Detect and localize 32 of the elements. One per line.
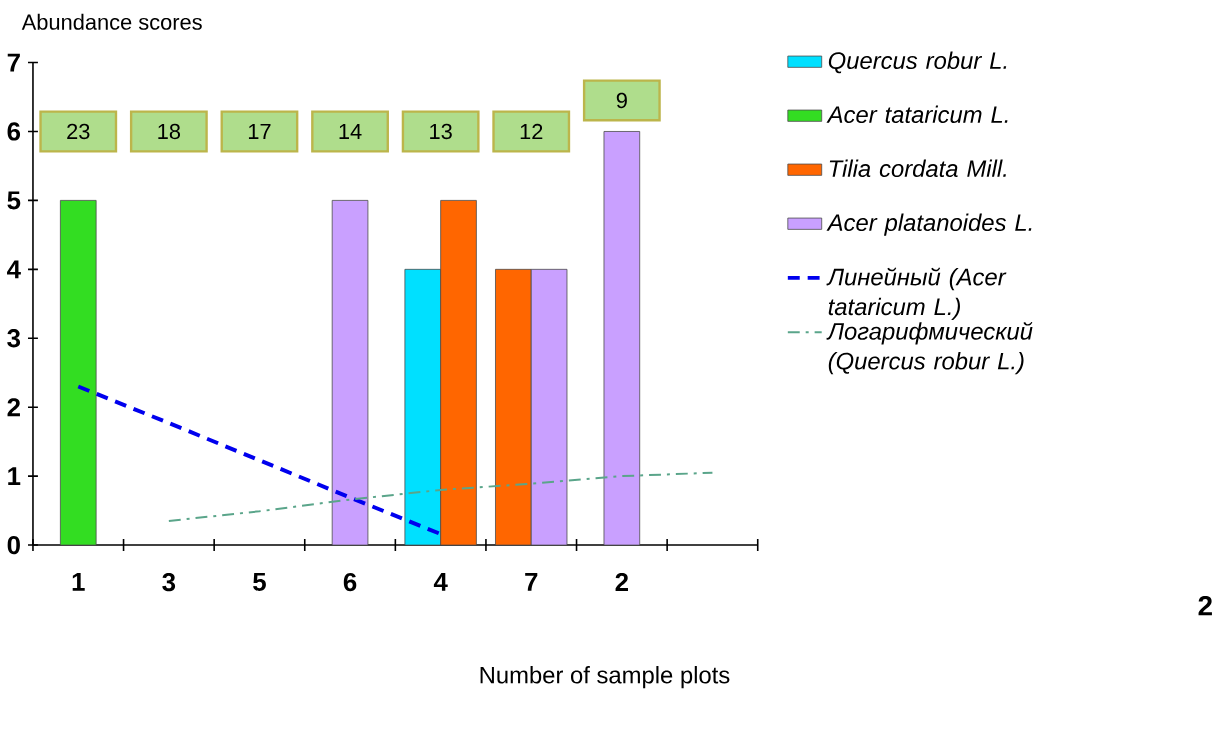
- annotation: 12: [520, 124, 543, 140]
- x-axis-title: Number of sample plots: [480, 666, 730, 689]
- y-tick-label: 4: [7, 260, 21, 279]
- y-tick-label: 3: [7, 329, 21, 348]
- y-tick-label: 1: [8, 467, 21, 486]
- y-tick-label: 7: [7, 53, 20, 72]
- text: 2: [1198, 596, 1212, 616]
- x-tick-label: 1: [72, 573, 85, 591]
- x-tick-label: 7: [525, 573, 538, 591]
- annotation: 9: [616, 92, 627, 109]
- legend-label: Линейный (Acer tataricum L.): [826, 267, 1007, 321]
- line-series: [167, 471, 714, 523]
- x-tick-label: 3: [162, 573, 176, 592]
- y-axis-title: Abundance scores: [21, 13, 202, 31]
- legend-label: Acer tataricum L.: [826, 105, 1008, 124]
- legend-label: Quercus robur L.: [828, 51, 1007, 74]
- annotation: 23: [67, 123, 90, 140]
- x-tick-label: 4: [433, 573, 448, 591]
- annotation: 13: [430, 123, 452, 140]
- y-tick-label: 0: [7, 536, 20, 555]
- legend-label: Логарифмический (Quercus robur L.): [826, 322, 1033, 375]
- legend-label: Tilia cordata Mill.: [829, 159, 1006, 178]
- x-tick-label: 2: [615, 573, 628, 592]
- y-tick-label: 6: [7, 122, 21, 141]
- annotation: 14: [339, 124, 362, 140]
- annotation: 17: [248, 124, 271, 140]
- legend-label: Acer platanoides L.: [826, 213, 1032, 236]
- x-tick-label: 6: [343, 573, 357, 592]
- y-tick-label: 5: [7, 191, 21, 210]
- x-tick-label: 5: [253, 573, 266, 592]
- y-tick-label: 2: [7, 398, 20, 417]
- annotation: 18: [158, 123, 181, 140]
